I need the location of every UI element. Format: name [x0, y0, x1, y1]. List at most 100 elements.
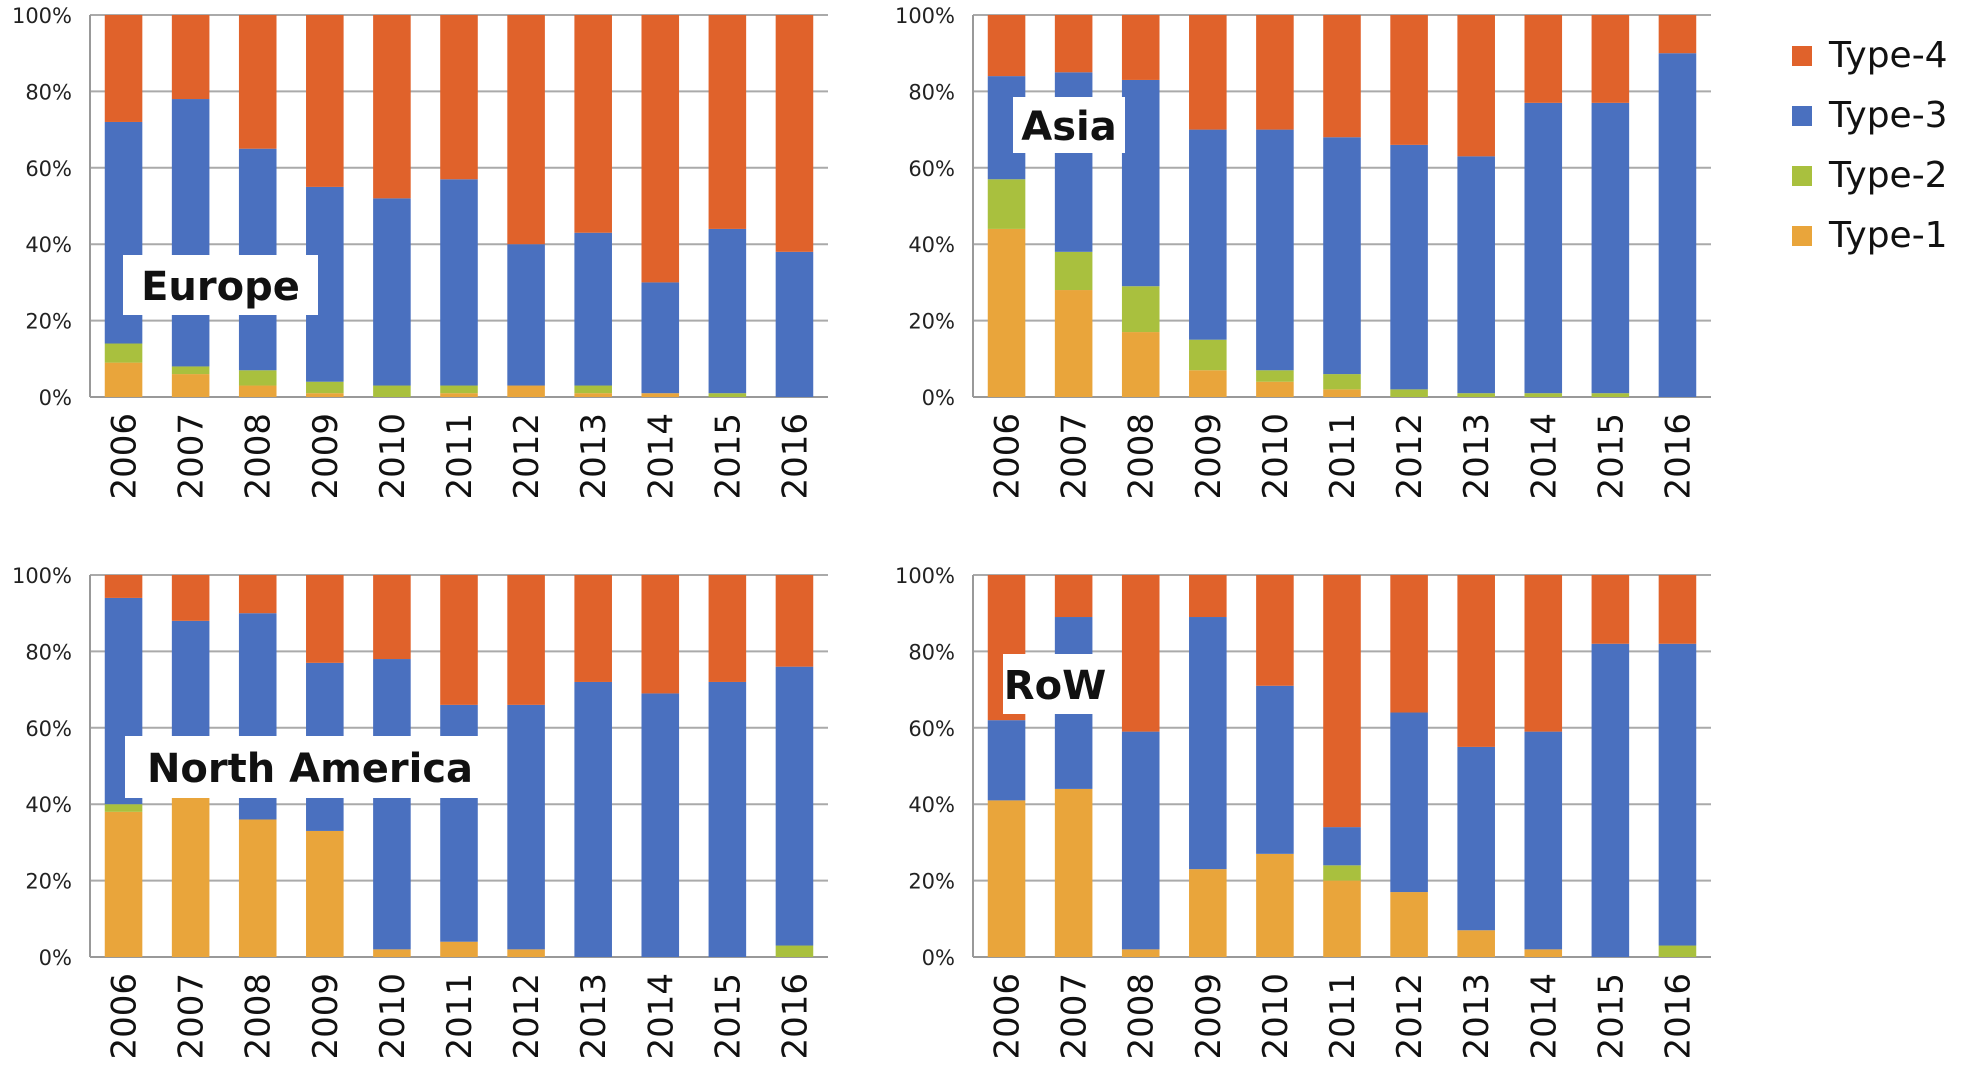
bar-row-2011-type-4 [1323, 575, 1361, 828]
bar-row-2015-type-4 [1591, 575, 1630, 644]
bar-asia-2012-type-4 [1390, 15, 1428, 145]
bar-north-america-2014-type-4 [641, 575, 680, 694]
bar-asia-2011-type-3 [1323, 137, 1361, 375]
panel-title-backdrop [1013, 97, 1125, 153]
legend-swatch-type-2 [1792, 166, 1812, 186]
x-tick-label: 2008 [1122, 413, 1162, 500]
bar-row-2008-type-1 [1121, 949, 1160, 957]
bar-row-2012-type-4 [1390, 575, 1428, 713]
bar-europe-2010-type-4 [373, 15, 411, 199]
x-tick-label: 2010 [373, 413, 413, 500]
bar-europe-2015-type-3 [708, 228, 747, 394]
bar-asia-2009-type-4 [1189, 15, 1227, 130]
bar-asia-2010-type-3 [1256, 129, 1294, 371]
bar-row-2009-type-4 [1189, 575, 1227, 618]
x-tick-label: 2014 [641, 413, 681, 500]
bar-asia-2007-type-4 [1054, 15, 1093, 73]
bar-europe-2012-type-3 [507, 244, 545, 386]
bar-europe-2014-type-3 [641, 282, 680, 394]
x-tick-label: 2011 [440, 973, 480, 1060]
x-tick-label: 2006 [988, 973, 1028, 1060]
bar-north-america-2010-type-3 [373, 659, 411, 950]
y-tick-label: 0% [39, 946, 72, 970]
y-tick-label: 60% [908, 717, 955, 741]
x-tick-label: 2007 [172, 413, 212, 500]
x-tick-label: 2007 [1055, 973, 1095, 1060]
x-tick-label: 2014 [641, 973, 681, 1060]
bar-europe-2007-type-4 [171, 15, 210, 100]
bar-north-america-2008-type-4 [238, 575, 277, 614]
y-tick-label: 40% [25, 793, 72, 817]
bar-asia-2016-type-4 [1658, 15, 1697, 54]
panel-north-america: 0% 20% 40% 60% 80% 100% 2006 2007 2008 2009 2010 20… [12, 564, 828, 1060]
x-tick-label: 2007 [172, 973, 212, 1060]
bar-north-america-2013-type-4 [574, 575, 612, 682]
x-tick-label: 2016 [1658, 973, 1698, 1060]
x-tick-label: 2016 [775, 973, 815, 1060]
bar-asia-2011-type-2 [1323, 374, 1361, 390]
x-tick-label: 2009 [1189, 973, 1229, 1060]
bar-asia-2012-type-2 [1390, 389, 1428, 397]
y-tick-label: 20% [908, 310, 955, 334]
bar-row-2011-type-1 [1323, 880, 1361, 957]
bar-europe-2014-type-4 [641, 15, 680, 283]
bar-row-2011-type-2 [1323, 865, 1361, 881]
legend-label-type-2: Type-2 [1828, 155, 1948, 196]
bar-europe-2006-type-2 [104, 343, 143, 363]
bar-asia-2012-type-3 [1390, 144, 1428, 390]
bar-europe-2007-type-2 [171, 366, 210, 375]
bar-row-2012-type-1 [1390, 892, 1428, 957]
panel-title: Asia [1021, 104, 1116, 150]
x-tick-label: 2007 [1055, 413, 1095, 500]
panel-asia: 0% 20% 40% 60% 80% 100% 2006 2007 2008 2009 2010 20… [895, 4, 1711, 500]
y-tick-label: 100% [895, 4, 955, 28]
y-tick-label: 20% [908, 870, 955, 894]
bar-north-america-2011-type-1 [440, 941, 478, 957]
bar-row-2007-type-4 [1054, 575, 1093, 618]
bar-row-2014-type-4 [1524, 575, 1563, 732]
x-tick-label: 2015 [1591, 413, 1631, 500]
legend-label-type-1: Type-1 [1828, 215, 1948, 256]
y-tick-label: 60% [25, 717, 72, 741]
legend-label-type-4: Type-4 [1828, 35, 1948, 76]
bar-north-america-2015-type-4 [708, 575, 747, 682]
bar-asia-2008-type-1 [1121, 332, 1160, 397]
y-tick-label: 0% [922, 386, 955, 410]
legend-swatch-type-3 [1792, 106, 1812, 126]
bar-asia-2016-type-3 [1658, 53, 1697, 397]
legend-swatch-type-4 [1792, 46, 1812, 66]
x-tick-label: 2016 [775, 413, 815, 500]
panel-title-backdrop [123, 255, 318, 315]
x-tick-label: 2010 [1256, 413, 1296, 500]
bar-asia-2007-type-2 [1054, 251, 1093, 291]
x-tick-label: 2010 [373, 973, 413, 1060]
legend: Type-4 Type-3 Type-2 Type-1 [1792, 35, 1948, 256]
bar-row-2016-type-4 [1658, 575, 1697, 644]
bar-north-america-2010-type-4 [373, 575, 411, 660]
x-tick-label: 2016 [1658, 413, 1698, 500]
x-tick-label: 2006 [105, 413, 145, 500]
x-tick-label: 2008 [239, 413, 279, 500]
x-tick-label: 2011 [1323, 413, 1363, 500]
bar-europe-2012-type-4 [507, 15, 545, 245]
y-tick-label: 20% [25, 870, 72, 894]
bar-europe-2011-type-4 [440, 15, 478, 180]
x-tick-label: 2006 [988, 413, 1028, 500]
y-tick-label: 80% [908, 80, 955, 104]
bar-asia-2008-type-3 [1121, 79, 1160, 287]
bar-row-2006-type-1 [987, 800, 1026, 957]
bar-asia-2015-type-4 [1591, 15, 1630, 103]
bar-europe-2016-type-4 [775, 15, 814, 252]
y-tick-label: 0% [922, 946, 955, 970]
x-tick-label: 2008 [239, 973, 279, 1060]
y-tick-label: 80% [908, 640, 955, 664]
bar-asia-2007-type-1 [1054, 290, 1093, 397]
bar-europe-2016-type-3 [775, 251, 814, 397]
bar-europe-2013-type-1 [574, 393, 612, 397]
bar-row-2015-type-3 [1591, 643, 1630, 957]
bar-asia-2013-type-2 [1457, 393, 1495, 397]
y-tick-label: 60% [908, 157, 955, 181]
bar-asia-2006-type-1 [987, 228, 1026, 397]
bar-europe-2006-type-1 [104, 362, 143, 397]
bar-row-2012-type-3 [1390, 712, 1428, 893]
